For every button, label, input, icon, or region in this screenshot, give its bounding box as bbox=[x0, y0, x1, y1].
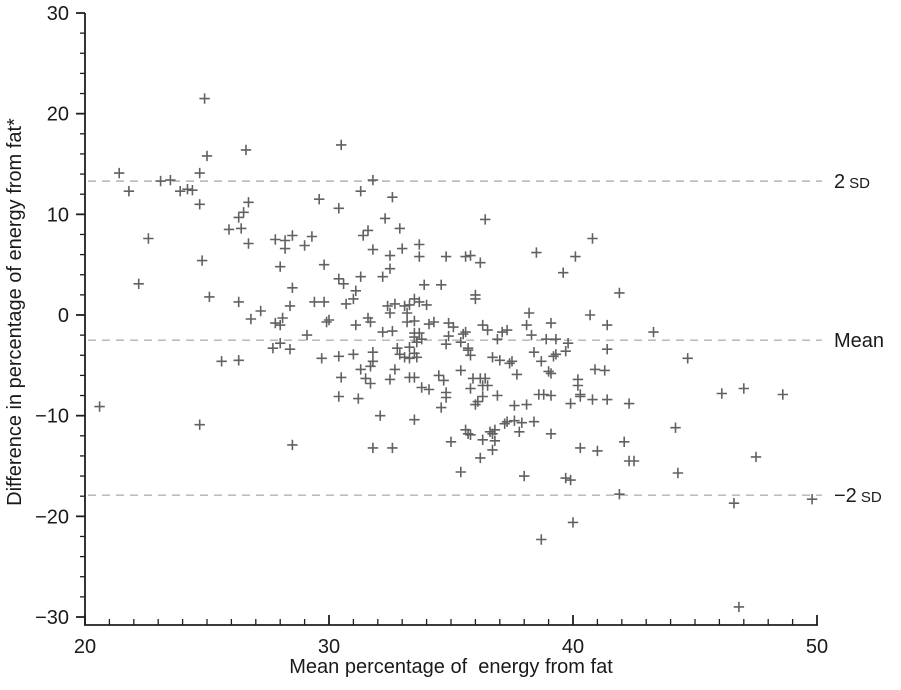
x-tick-label: 30 bbox=[318, 636, 340, 658]
axes bbox=[76, 12, 818, 626]
y-tick-label: −20 bbox=[35, 506, 69, 528]
y-tick-label: 10 bbox=[47, 204, 69, 226]
reference-label-mean: Mean bbox=[834, 330, 884, 352]
y-tick-label: 0 bbox=[58, 305, 69, 327]
x-axis-title: Mean percentage of energy from fat bbox=[289, 656, 613, 678]
reference-label-plus-2sd: 2 SD bbox=[834, 171, 870, 193]
y-tick-label: 20 bbox=[47, 104, 69, 126]
tick-labels: −30 −20 −10 0 10 20 30 20 30 40 50 bbox=[35, 3, 828, 658]
x-tick-label: 20 bbox=[74, 636, 96, 658]
reference-lines: 2 SD Mean −2 SD bbox=[88, 171, 884, 507]
x-tick-label: 50 bbox=[806, 636, 828, 658]
x-tick-label: 40 bbox=[562, 636, 584, 658]
y-tick-label: −30 bbox=[35, 607, 69, 629]
y-axis-title: Difference in percentage of energy from … bbox=[4, 118, 26, 506]
y-tick-label: 30 bbox=[47, 3, 69, 25]
reference-label-minus-2sd: −2 SD bbox=[834, 485, 882, 507]
y-tick-label: −10 bbox=[35, 406, 69, 428]
scatter-points bbox=[94, 93, 818, 613]
